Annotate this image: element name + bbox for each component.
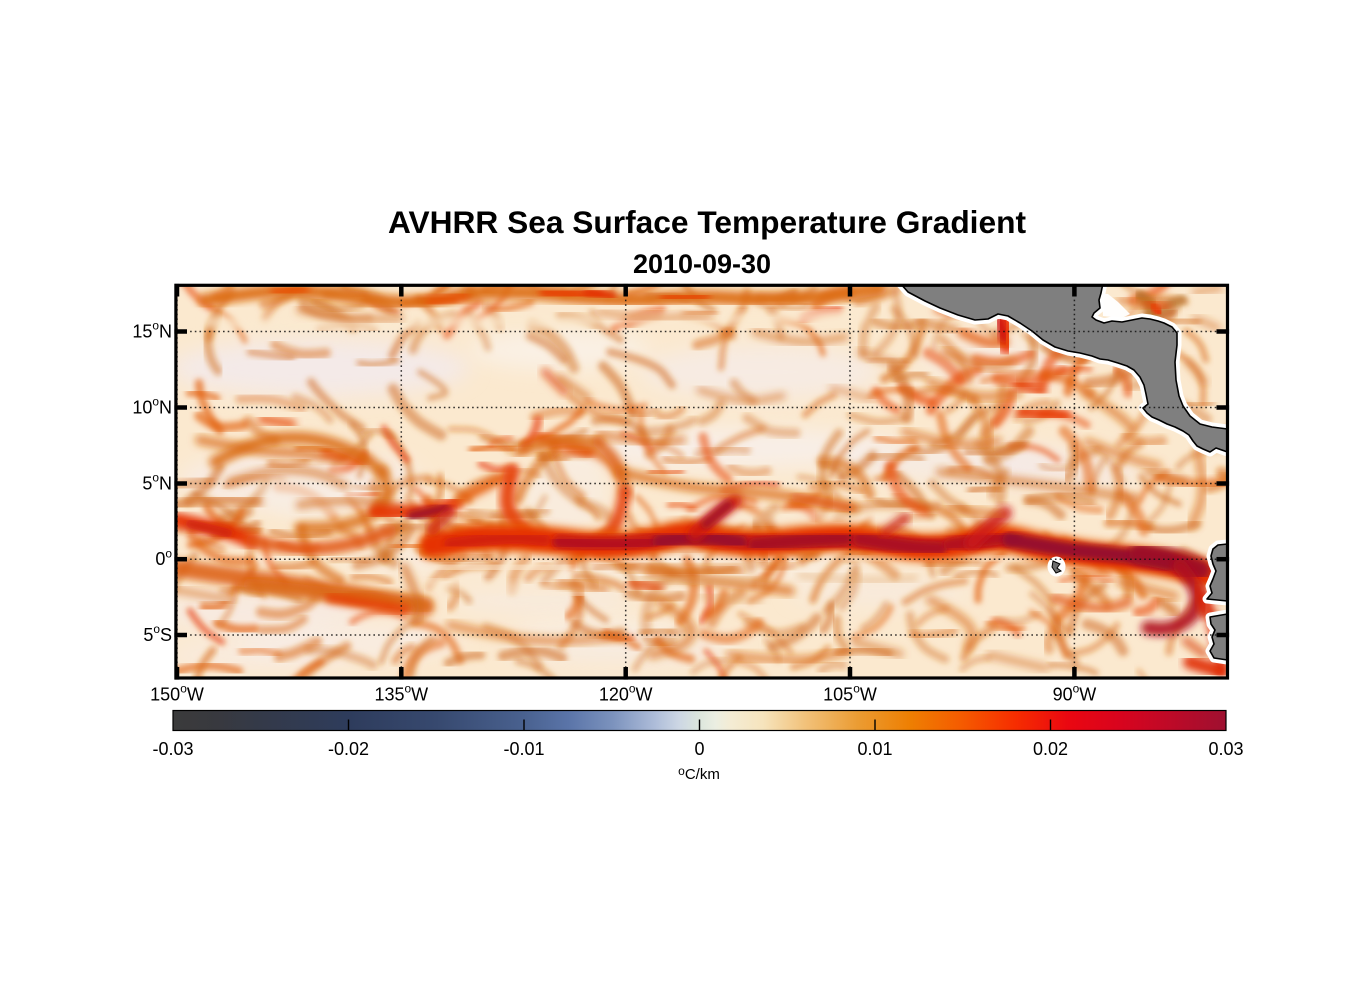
svg-text:0.01: 0.01 <box>857 739 892 759</box>
svg-text:-0.03: -0.03 <box>152 739 193 759</box>
svg-text:-0.01: -0.01 <box>503 739 544 759</box>
svg-text:105oW: 105oW <box>823 682 877 705</box>
svg-text:10oN: 10oN <box>132 395 172 418</box>
svg-text:90oW: 90oW <box>1053 682 1097 705</box>
svg-text:2010-09-30: 2010-09-30 <box>633 249 771 279</box>
svg-text:5oN: 5oN <box>142 471 172 494</box>
svg-text:120oW: 120oW <box>599 682 653 705</box>
svg-text:15oN: 15oN <box>132 319 172 342</box>
svg-text:135oW: 135oW <box>374 682 428 705</box>
svg-text:0.03: 0.03 <box>1208 739 1243 759</box>
svg-text:5oS: 5oS <box>143 622 172 645</box>
svg-text:AVHRR Sea Surface Temperature: AVHRR Sea Surface Temperature Gradient <box>388 204 1026 240</box>
svg-text:0.02: 0.02 <box>1033 739 1068 759</box>
svg-text:-0.02: -0.02 <box>328 739 369 759</box>
svg-text:0: 0 <box>694 739 704 759</box>
svg-text:150oW: 150oW <box>150 682 204 705</box>
svg-text:oC/km: oC/km <box>678 764 720 783</box>
